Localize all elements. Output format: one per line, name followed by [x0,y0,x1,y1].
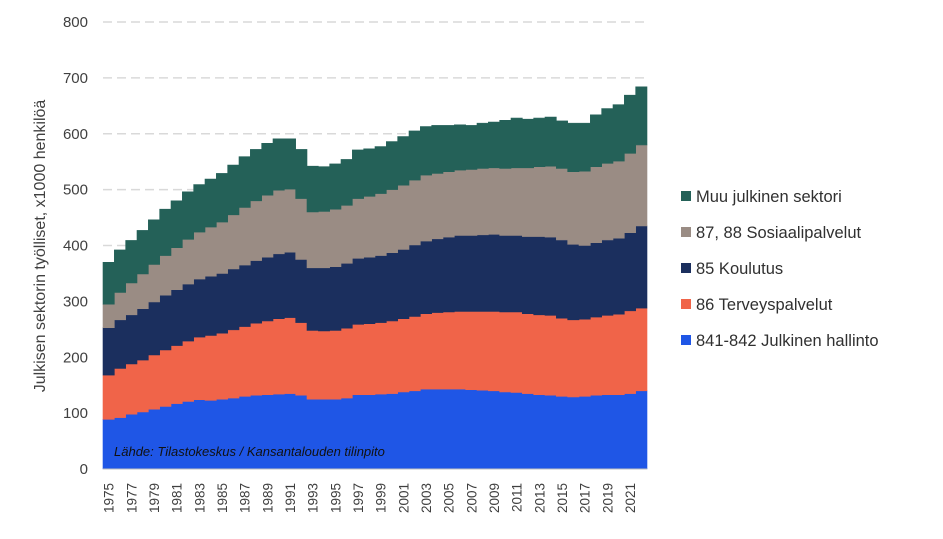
x-tick-label: 1985 [215,483,230,513]
legend-swatch [681,191,691,201]
y-tick-label: 800 [63,14,88,31]
x-tick-label: 2005 [442,483,457,513]
legend-swatch [681,335,691,345]
y-tick-label: 700 [63,70,88,87]
x-tick-label: 2007 [464,483,479,513]
legend: Muu julkinen sektori 87, 88 Sosiaalipalve… [681,188,879,350]
x-tick-label: 2019 [600,483,615,513]
y-tick-label: 200 [63,349,88,366]
y-tick-label: 300 [63,293,88,310]
area-series [102,86,648,470]
y-tick-label: 400 [63,238,88,255]
x-tick-label: 2015 [555,483,570,513]
legend-swatch [681,299,691,309]
x-tick-label: 1987 [238,483,253,513]
x-tick-label: 1991 [283,483,298,513]
y-tick-label: 100 [63,405,88,422]
x-tick-label: 2013 [532,483,547,513]
x-tick-label: 1999 [374,483,389,513]
x-tick-label: 1981 [170,483,185,513]
y-axis-ticks: 0 100 200 300 400 500 600 700 800 [63,14,88,478]
area-series-5 [102,86,648,305]
y-axis-label: Julkisen sektorin työlliset, x1000 henki… [32,100,49,393]
legend-label: 87, 88 Sosiaalipalvelut [696,224,862,242]
x-tick-label: 2001 [396,483,411,513]
legend-swatch [681,263,691,273]
legend-swatch [681,227,691,237]
x-tick-label: 1979 [147,483,162,513]
y-tick-label: 500 [63,182,88,199]
x-tick-label: 2011 [510,483,525,512]
legend-label: 86 Terveyspalvelut [696,296,833,314]
x-tick-label: 2021 [623,483,638,513]
source-note: Lähde: Tilastokeskus / Kansantalouden ti… [114,444,385,459]
x-tick-label: 2003 [419,483,434,513]
x-tick-label: 1989 [260,483,275,513]
x-tick-label: 1995 [328,483,343,513]
x-tick-label: 2017 [578,483,593,513]
x-tick-label: 1993 [306,483,321,513]
legend-label: 85 Koulutus [696,260,783,278]
legend-label: Muu julkinen sektori [696,188,842,206]
x-tick-label: 1977 [124,483,139,513]
y-tick-label: 600 [63,126,88,143]
legend-label: 841-842 Julkinen hallinto [696,332,879,350]
x-tick-label: 1983 [192,483,207,513]
x-axis-ticks: 1975 1977 1979 1981 1983 1985 1987 1989 1991 1993… [102,483,638,513]
y-tick-label: 0 [80,461,88,478]
x-tick-label: 1997 [351,483,366,513]
x-tick-label: 1975 [102,483,117,513]
x-tick-label: 2009 [487,483,502,513]
